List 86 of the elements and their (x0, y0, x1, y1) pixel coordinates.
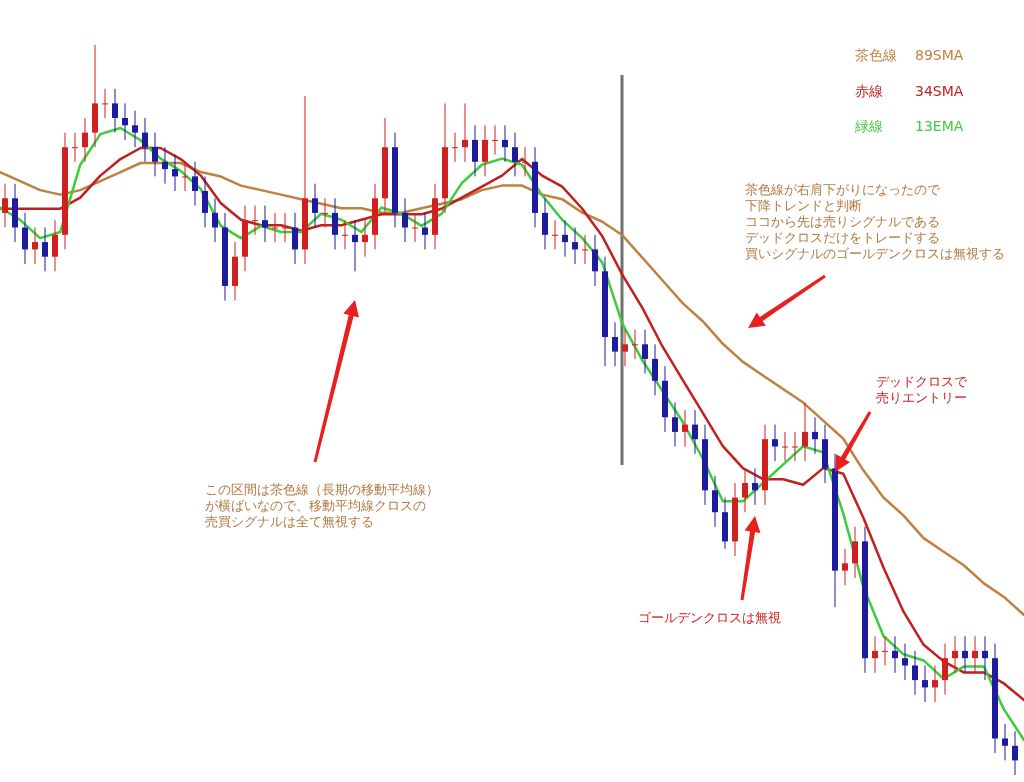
candlestick (842, 548, 848, 586)
candlestick (562, 219, 568, 258)
candlestick (512, 132, 518, 177)
annotation: ゴールデンクロスは無視 (638, 610, 781, 625)
candlestick (582, 234, 588, 265)
candlestick (652, 343, 658, 396)
candlestick (622, 329, 628, 367)
text: 赤線 34SMA (855, 83, 964, 99)
candlestick (642, 329, 648, 374)
candlestick (152, 132, 158, 177)
candlestick (362, 219, 368, 258)
candlestick (902, 643, 908, 681)
candlestick (972, 635, 978, 674)
candlestick (592, 234, 598, 287)
candlestick (122, 102, 128, 141)
candlestick (882, 635, 888, 666)
candlestick (252, 205, 258, 236)
candlestick (82, 117, 88, 163)
candlestick (912, 650, 918, 696)
candlestick (312, 183, 318, 228)
candlestick (212, 197, 218, 243)
candlestick (792, 431, 798, 462)
candlestick (422, 212, 428, 250)
candlestick (692, 409, 698, 455)
candlestick (632, 329, 638, 360)
candlestick (32, 227, 38, 265)
candlestick (782, 431, 788, 462)
candlestick (922, 665, 928, 703)
candlestick (292, 212, 298, 265)
candlestick (962, 635, 968, 674)
candlestick (342, 219, 348, 250)
text: 茶色線 89SMA (855, 47, 964, 63)
annotation: 茶色線が右肩下がりになったので下降トレンドと判断ココから先は売りシグナルであるデッドクロスだけをトレードする買いシグナルのゴールデンクロスは無視する (745, 182, 1005, 261)
candlestick (672, 402, 678, 447)
candlestick (322, 197, 328, 228)
candlestick (72, 132, 78, 163)
candlestick (482, 124, 488, 177)
candlestick (952, 635, 958, 674)
candlestick (272, 212, 278, 243)
candlestick (932, 665, 938, 703)
candlestick (112, 88, 118, 134)
candlestick (472, 124, 478, 177)
candlestick (192, 161, 198, 207)
candlestick (1012, 730, 1018, 776)
candlestick (262, 205, 268, 243)
candlestick (502, 124, 508, 163)
candlestick (102, 88, 108, 119)
candlestick (682, 409, 688, 447)
candlestick (162, 146, 168, 185)
text: 緑線 13EMA (855, 118, 964, 134)
candlestick (2, 183, 8, 228)
candlestick (572, 227, 578, 265)
candlestick (332, 197, 338, 250)
candlestick (1002, 723, 1008, 761)
candlestick (542, 197, 548, 250)
candlestick (712, 475, 718, 528)
candlestick (402, 197, 408, 243)
candlestick (172, 154, 178, 192)
candlestick (52, 219, 58, 272)
candlestick (982, 635, 988, 681)
annotation: デッドクロスで売りエントリー (876, 374, 968, 405)
candlestick (492, 124, 498, 155)
candlestick (462, 102, 468, 163)
candlestick (802, 402, 808, 462)
candlestick (812, 416, 818, 455)
candlestick (132, 110, 138, 148)
candlestick (742, 467, 748, 513)
candlestick (872, 635, 878, 674)
candlestick (352, 219, 358, 272)
candlestick (42, 227, 48, 272)
candlestick (552, 219, 558, 250)
candlestick (522, 146, 528, 177)
candlestick (412, 212, 418, 243)
candlestick (752, 467, 758, 506)
candlestick (142, 117, 148, 163)
candlestick (282, 212, 288, 243)
annotation: この区間は茶色線（長期の移動平均線）が横ばいなので、移動平均線クロスの売買シグナルは全て無視する (205, 482, 439, 529)
candlestick (852, 526, 858, 579)
candlestick (772, 424, 778, 462)
candlestick (182, 161, 188, 192)
candlestick (892, 635, 898, 674)
candlestick (452, 132, 458, 163)
candlestick (22, 212, 28, 265)
candlestick (612, 321, 618, 367)
candlestick (202, 175, 208, 228)
candlestick (942, 643, 948, 696)
